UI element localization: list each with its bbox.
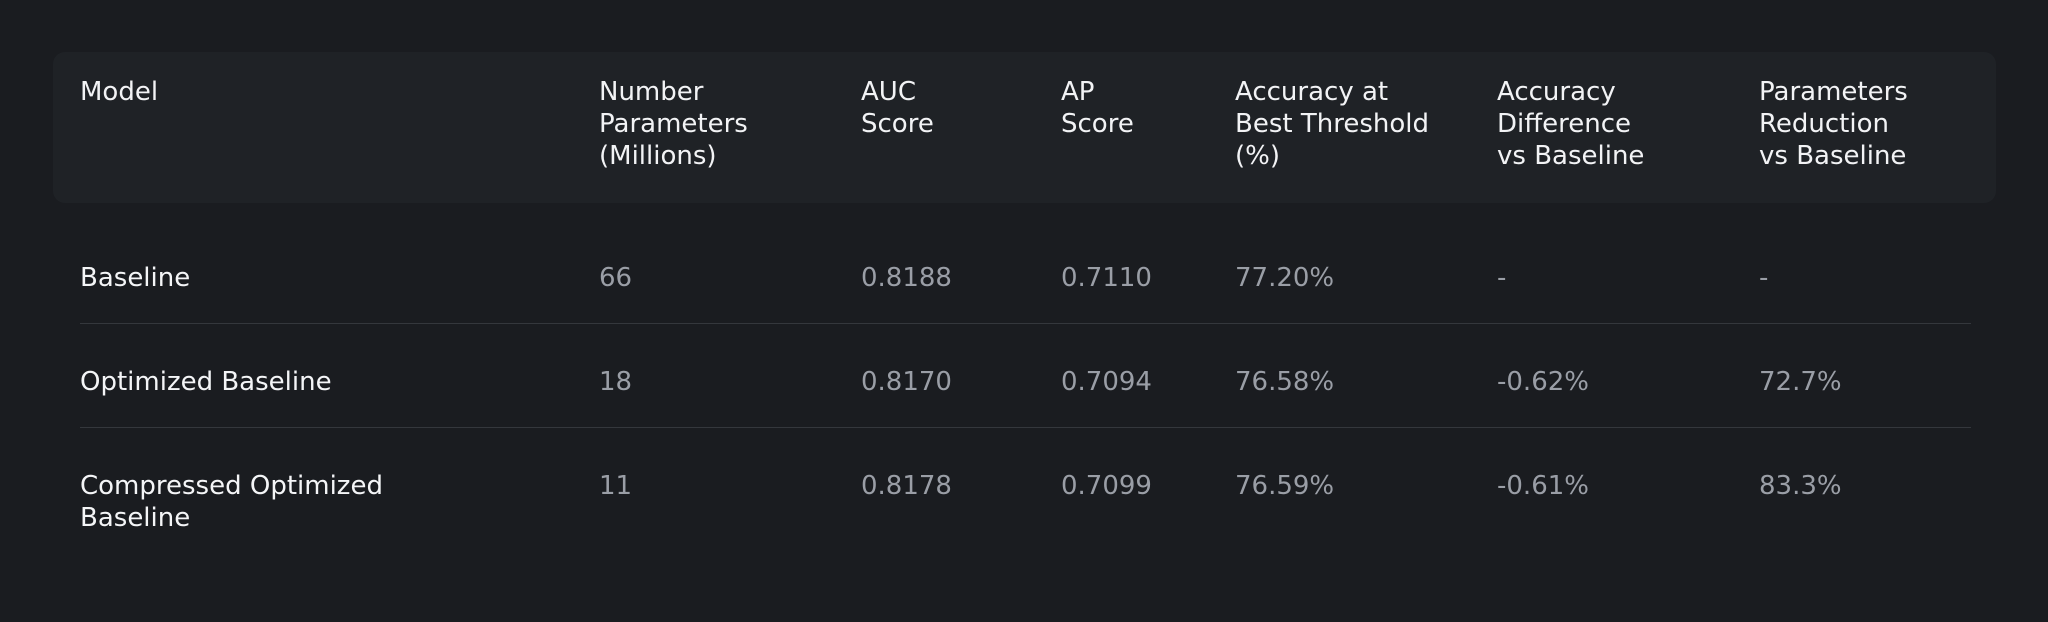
row-parameters-reduction: 83.3%: [1759, 471, 1842, 501]
row-parameters-reduction: -: [1759, 263, 1769, 293]
row-params: 11: [599, 471, 633, 501]
row-ap: 0.7099: [1061, 471, 1152, 501]
header-parameters-reduction: Parameters Reduction vs Baseline: [1759, 77, 1908, 171]
row-params: 18: [599, 367, 633, 397]
row-accuracy: 76.58%: [1235, 367, 1335, 397]
row-accuracy: 77.20%: [1235, 263, 1335, 293]
row-accuracy-difference: -0.62%: [1497, 367, 1589, 397]
row-accuracy-difference: -0.61%: [1497, 471, 1589, 501]
row-model-name: Compressed Optimized Baseline: [80, 471, 383, 533]
header-ap-score: AP Score: [1061, 77, 1134, 139]
table-header: [53, 52, 1996, 203]
row-auc: 0.8170: [861, 367, 952, 397]
header-number-parameters: Number Parameters (Millions): [599, 77, 748, 171]
row-accuracy: 76.59%: [1235, 471, 1335, 501]
row-accuracy-difference: -: [1497, 263, 1507, 293]
header-auc-score: AUC Score: [861, 77, 934, 139]
row-divider: [80, 427, 1971, 428]
row-ap: 0.7110: [1061, 263, 1152, 293]
row-auc: 0.8178: [861, 471, 952, 501]
row-auc: 0.8188: [861, 263, 952, 293]
row-params: 66: [599, 263, 633, 293]
row-divider: [80, 323, 1971, 324]
header-accuracy-difference: Accuracy Difference vs Baseline: [1497, 77, 1645, 171]
header-model: Model: [80, 77, 159, 107]
header-accuracy: Accuracy at Best Threshold (%): [1235, 77, 1429, 171]
row-ap: 0.7094: [1061, 367, 1152, 397]
row-model-name: Baseline: [80, 263, 191, 293]
row-parameters-reduction: 72.7%: [1759, 367, 1842, 397]
row-model-name: Optimized Baseline: [80, 367, 332, 397]
